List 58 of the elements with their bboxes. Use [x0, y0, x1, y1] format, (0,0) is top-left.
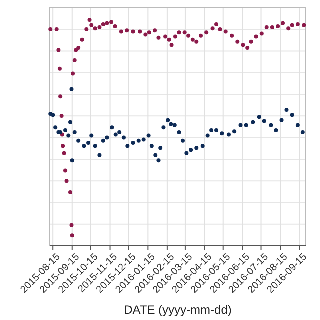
point: [257, 115, 262, 120]
point: [172, 123, 177, 128]
point: [72, 130, 77, 135]
point: [105, 136, 110, 140]
point: [158, 146, 163, 150]
point: [269, 123, 274, 128]
point: [122, 136, 126, 140]
point: [280, 118, 284, 122]
point: [70, 158, 74, 163]
point: [146, 134, 151, 138]
point: [169, 122, 174, 126]
point: [200, 144, 205, 148]
point: [251, 120, 256, 124]
point: [150, 144, 154, 148]
point: [290, 113, 294, 118]
point: [86, 140, 91, 145]
point: [244, 123, 248, 128]
point: [210, 128, 214, 133]
point: [238, 123, 243, 128]
point: [68, 120, 73, 124]
point: [206, 134, 210, 138]
point: [101, 138, 106, 143]
point: [54, 126, 58, 130]
point: [284, 108, 289, 112]
point: [194, 146, 199, 150]
point: [64, 128, 68, 133]
point: [156, 158, 161, 163]
point: [66, 134, 71, 138]
point: [70, 87, 74, 92]
point: [262, 119, 266, 124]
point: [110, 126, 114, 130]
x-axis-title: DATE (yyyy-mm-dd): [124, 303, 232, 317]
point: [214, 128, 219, 133]
point: [118, 130, 122, 135]
point: [180, 138, 185, 143]
point: [154, 153, 158, 158]
point: [114, 132, 118, 137]
point: [90, 134, 94, 138]
point: [300, 130, 305, 135]
point: [226, 132, 231, 137]
point: [166, 118, 170, 122]
point: [131, 140, 136, 145]
point: [98, 153, 102, 158]
point: [126, 144, 130, 148]
point: [296, 123, 300, 128]
point: [232, 130, 237, 134]
point: [220, 132, 224, 136]
point: [189, 148, 194, 152]
point: [162, 126, 166, 130]
point: [177, 130, 182, 135]
point: [184, 151, 189, 156]
point: [76, 138, 81, 143]
point: [82, 144, 86, 148]
point: [142, 138, 146, 142]
point: [93, 144, 98, 148]
point: [51, 113, 56, 118]
point: [274, 128, 278, 133]
point: [136, 138, 141, 143]
